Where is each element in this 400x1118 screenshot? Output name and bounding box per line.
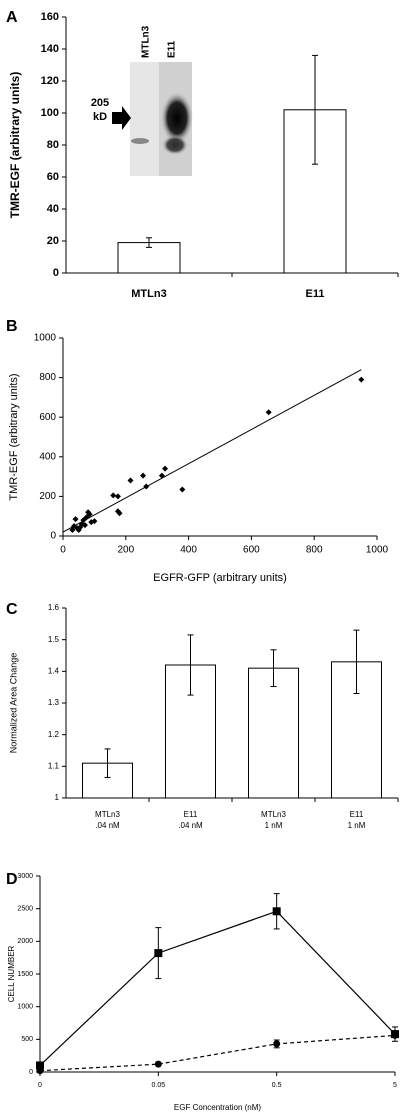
x-tick-label: 1000: [366, 545, 389, 556]
x-tick-label: 400: [180, 545, 197, 556]
x-tick-label: 1 nM: [348, 821, 366, 830]
y-tick-label: 140: [41, 43, 59, 55]
y-tick-label: 20: [47, 235, 59, 247]
y-axis-title: TMR-EGF (arbitrary units): [8, 72, 22, 219]
x-axis-title: EGFR-GFP (arbitrary units): [153, 572, 287, 584]
point: [158, 472, 165, 479]
point: [72, 516, 79, 523]
point: [86, 511, 93, 518]
lane-label: E11: [167, 40, 178, 58]
point: [36, 1067, 44, 1075]
marker-arrow: [112, 106, 131, 130]
y-tick-label: 2500: [17, 906, 33, 913]
blot-band: [131, 138, 149, 144]
x-tick-label: 200: [117, 545, 134, 556]
y-tick-label: 100: [41, 107, 59, 119]
x-tick-label: .04 nM: [178, 821, 203, 830]
y-tick-label: 1500: [17, 971, 33, 978]
y-tick-label: 40: [47, 203, 59, 215]
panel-label: A: [6, 9, 18, 26]
y-tick-label: 1.3: [48, 698, 60, 707]
y-tick-label: 1.6: [48, 603, 60, 612]
point: [162, 465, 169, 472]
point: [265, 409, 272, 416]
y-tick-label: 200: [39, 491, 56, 502]
point: [114, 493, 121, 500]
point: [179, 486, 186, 493]
point: [154, 949, 163, 958]
y-tick-label: 2000: [17, 938, 33, 945]
x-tick-label: 0: [60, 545, 66, 556]
x-tick-label: 0: [38, 1082, 42, 1089]
x-tick-label: 0.05: [152, 1082, 166, 1089]
marker-label: 205: [91, 97, 109, 109]
x-tick-label: 800: [306, 545, 323, 556]
blot-inset: 205 kD MTLn3 E11: [91, 25, 193, 176]
x-tick-label: 5: [393, 1082, 397, 1089]
x-tick-label: E11: [350, 810, 364, 819]
y-axis-title: TMR-EGF (arbitrary units): [8, 373, 20, 500]
point: [36, 1061, 44, 1070]
y-tick-label: 800: [39, 372, 56, 383]
point: [80, 517, 87, 524]
y-tick-label: 3000: [17, 873, 33, 880]
blot-band: [162, 135, 188, 155]
point: [116, 510, 123, 517]
x-tick-label: E11: [306, 288, 325, 300]
x-tick-label: .04 nM: [95, 821, 120, 830]
point: [140, 472, 147, 479]
y-tick-label: 160: [41, 11, 59, 23]
point: [273, 1040, 281, 1048]
y-tick-label: 60: [47, 171, 59, 183]
lane-label: MTLn3: [141, 25, 152, 58]
y-axis-title: CELL NUMBER: [7, 945, 16, 1002]
panel-label: B: [6, 318, 18, 335]
x-tick-label: MTLn3: [261, 810, 286, 819]
y-tick-label: 80: [47, 139, 59, 151]
y-tick-label: 1.5: [48, 635, 60, 644]
series-line: [39, 910, 396, 1066]
point: [154, 1060, 162, 1068]
y-tick-label: 600: [39, 412, 56, 423]
y-tick-label: 0: [53, 267, 59, 279]
marker-label: kD: [93, 111, 107, 123]
y-tick-label: 1.1: [48, 761, 60, 770]
point: [143, 483, 150, 490]
point: [358, 376, 365, 383]
trend-line: [62, 369, 362, 533]
bar: [248, 667, 299, 799]
x-tick-label: MTLn3: [131, 288, 166, 300]
y-tick-label: 0: [50, 531, 56, 542]
y-tick-label: 400: [39, 451, 56, 462]
panel-label: C: [6, 601, 18, 618]
x-tick-label: 1 nM: [265, 821, 283, 830]
y-tick-label: 1000: [17, 1004, 33, 1011]
point: [110, 492, 117, 499]
y-tick-label: 500: [21, 1036, 33, 1043]
point: [272, 907, 281, 916]
y-tick-label: 120: [41, 75, 59, 87]
point: [127, 477, 134, 484]
y-tick-label: 0: [29, 1069, 33, 1076]
point: [91, 518, 98, 525]
x-tick-label: 0.5: [272, 1082, 282, 1089]
x-tick-label: 600: [243, 545, 260, 556]
x-axis-title: EGF Concentration (nM): [174, 1103, 261, 1112]
y-tick-label: 1000: [34, 333, 57, 344]
y-tick-label: 1: [55, 793, 60, 802]
x-tick-label: E11: [184, 810, 198, 819]
point: [81, 522, 88, 529]
series-line: [39, 1034, 396, 1072]
point: [391, 1031, 399, 1039]
point: [83, 514, 90, 521]
y-axis-title: Normalized Area Change: [8, 653, 18, 754]
panel-label: D: [6, 871, 18, 888]
y-tick-label: 1.2: [48, 730, 60, 739]
y-tick-label: 1.4: [48, 666, 60, 675]
x-tick-label: MTLn3: [95, 810, 120, 819]
blot-band: [161, 92, 193, 144]
